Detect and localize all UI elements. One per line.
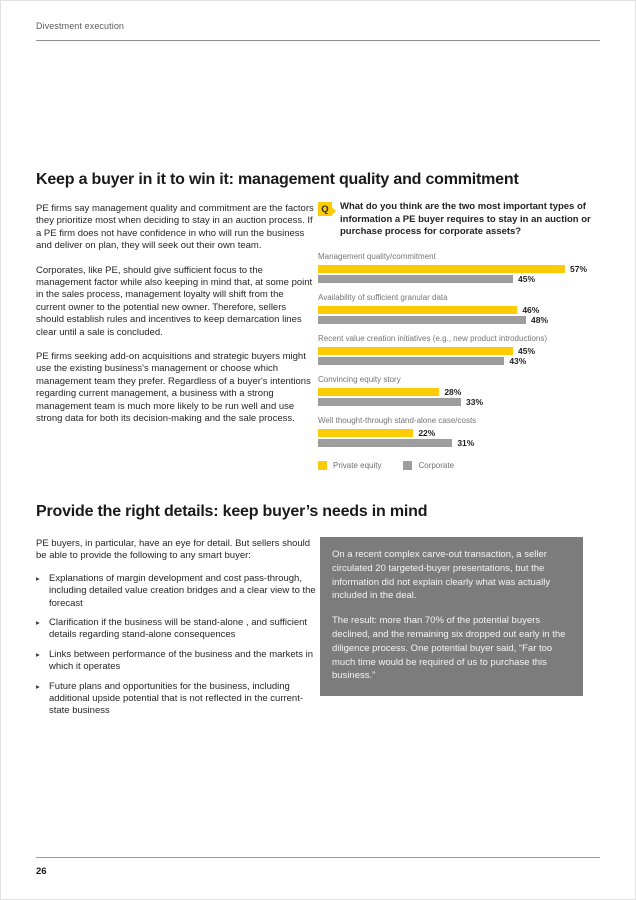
bar-corporate bbox=[318, 315, 526, 324]
legend-label: Corporate bbox=[418, 460, 455, 470]
bar-value: 48% bbox=[531, 314, 549, 325]
bar-value: 46% bbox=[522, 304, 540, 315]
chart-bar-line: 46% bbox=[318, 304, 594, 315]
bar-private-equity bbox=[318, 305, 518, 314]
body-paragraph: PE firms seeking add-on acquisitions and… bbox=[36, 351, 311, 425]
chart-bar-line: 48% bbox=[318, 314, 594, 325]
bullet-item: ▸ Clarification if the business will be s… bbox=[36, 617, 316, 642]
legend-swatch bbox=[403, 460, 413, 470]
legend-swatch bbox=[318, 460, 327, 470]
bar-corporate bbox=[318, 356, 505, 365]
bullet-text: Future plans and opportunities for the b… bbox=[49, 680, 304, 717]
bar-corporate bbox=[318, 438, 453, 447]
chart-category-label: Recent value creation initiatives (e.g.,… bbox=[318, 333, 548, 343]
bar-chart: Management quality/commitment 57% 45% Avail… bbox=[318, 251, 594, 448]
header-rule bbox=[36, 40, 600, 41]
section1-chart-column: Q What do you think are the two most imp… bbox=[318, 201, 594, 470]
chart-row: Well thought-through stand-alone case/co… bbox=[318, 415, 594, 448]
bar-value: 57% bbox=[570, 263, 588, 274]
chart-row: Availability of sufficient granular data… bbox=[318, 292, 594, 325]
bar-value: 45% bbox=[518, 345, 536, 356]
bar-private-equity bbox=[318, 387, 440, 396]
bar-value: 45% bbox=[518, 273, 536, 284]
chart-category-label: Well thought-through stand-alone case/co… bbox=[318, 415, 477, 425]
body-paragraph: Corporates, like PE, should give suffici… bbox=[36, 264, 313, 338]
chart-bar-line: 45% bbox=[318, 273, 594, 284]
section1-title: Keep a buyer in it to win it: management… bbox=[36, 171, 519, 188]
bullet-item: ▸ Future plans and opportunities for the … bbox=[36, 681, 316, 718]
bar-private-equity bbox=[318, 264, 565, 273]
section2-body-column: PE buyers, in particular, have an eye fo… bbox=[36, 538, 316, 725]
section2-intro: PE buyers, in particular, have an eye fo… bbox=[36, 538, 311, 562]
bullet-text: Links between performance of the busines… bbox=[49, 648, 314, 673]
callout-paragraph: The result: more than 70% of the potenti… bbox=[332, 615, 566, 682]
section1-body-column: PE firms say management quality and comm… bbox=[36, 203, 314, 438]
bullet-marker-icon: ▸ bbox=[36, 573, 40, 583]
bullet-item: ▸ Links between performance of the busine… bbox=[36, 649, 316, 674]
chart-bar-line: 45% bbox=[318, 345, 594, 356]
bullet-text: Clarification if the business will be st… bbox=[49, 617, 308, 641]
chart-row: Convincing equity story 28% 33% bbox=[318, 374, 594, 407]
legend-item: Private equity bbox=[318, 460, 382, 470]
chart-legend: Private equity Corporate bbox=[318, 460, 594, 470]
question-icon: Q bbox=[318, 202, 336, 216]
legend-item: Corporate bbox=[403, 460, 455, 470]
bar-value: 22% bbox=[418, 427, 436, 438]
chart-bar-line: 43% bbox=[318, 355, 594, 366]
question-text: What do you think are the two most impor… bbox=[340, 201, 591, 237]
page-number: 26 bbox=[36, 866, 47, 877]
bullet-marker-icon: ▸ bbox=[36, 618, 40, 628]
bar-corporate bbox=[318, 397, 461, 406]
bar-corporate bbox=[318, 274, 513, 283]
bar-value: 43% bbox=[509, 355, 527, 366]
chart-row: Recent value creation initiatives (e.g.,… bbox=[318, 333, 594, 366]
body-paragraph: PE firms say management quality and comm… bbox=[36, 203, 314, 252]
bar-value: 33% bbox=[466, 396, 484, 407]
bullet-marker-icon: ▸ bbox=[36, 649, 40, 659]
bar-value: 31% bbox=[457, 437, 475, 448]
chart-category-label: Convincing equity story bbox=[318, 374, 401, 384]
chart-bar-line: 33% bbox=[318, 396, 594, 407]
question-block: Q What do you think are the two most imp… bbox=[318, 201, 594, 239]
chart-category-label: Management quality/commitment bbox=[318, 251, 436, 261]
bullet-marker-icon: ▸ bbox=[36, 681, 40, 691]
chart-row: Management quality/commitment 57% 45% bbox=[318, 251, 594, 284]
bar-private-equity bbox=[318, 346, 513, 355]
bullet-item: ▸ Explanations of margin development and … bbox=[36, 573, 316, 610]
chart-bar-line: 28% bbox=[318, 386, 594, 397]
chart-bar-line: 31% bbox=[318, 437, 594, 448]
footer-rule bbox=[36, 857, 600, 858]
chart-bar-line: 57% bbox=[318, 263, 594, 274]
bar-value: 28% bbox=[444, 386, 462, 397]
bullet-text: Explanations of margin development and c… bbox=[49, 572, 316, 609]
callout-paragraph: On a recent complex carve-out transactio… bbox=[332, 549, 551, 602]
section2-title: Provide the right details: keep buyer’s … bbox=[36, 503, 428, 520]
bar-private-equity bbox=[318, 428, 414, 437]
callout-box: On a recent complex carve-out transactio… bbox=[320, 537, 583, 697]
chart-category-label: Availability of sufficient granular data bbox=[318, 292, 448, 302]
section2-bullet-list: ▸ Explanations of margin development and … bbox=[36, 573, 316, 718]
chart-bar-line: 22% bbox=[318, 427, 594, 438]
legend-label: Private equity bbox=[333, 460, 382, 470]
running-header: Divestment execution bbox=[36, 21, 125, 31]
